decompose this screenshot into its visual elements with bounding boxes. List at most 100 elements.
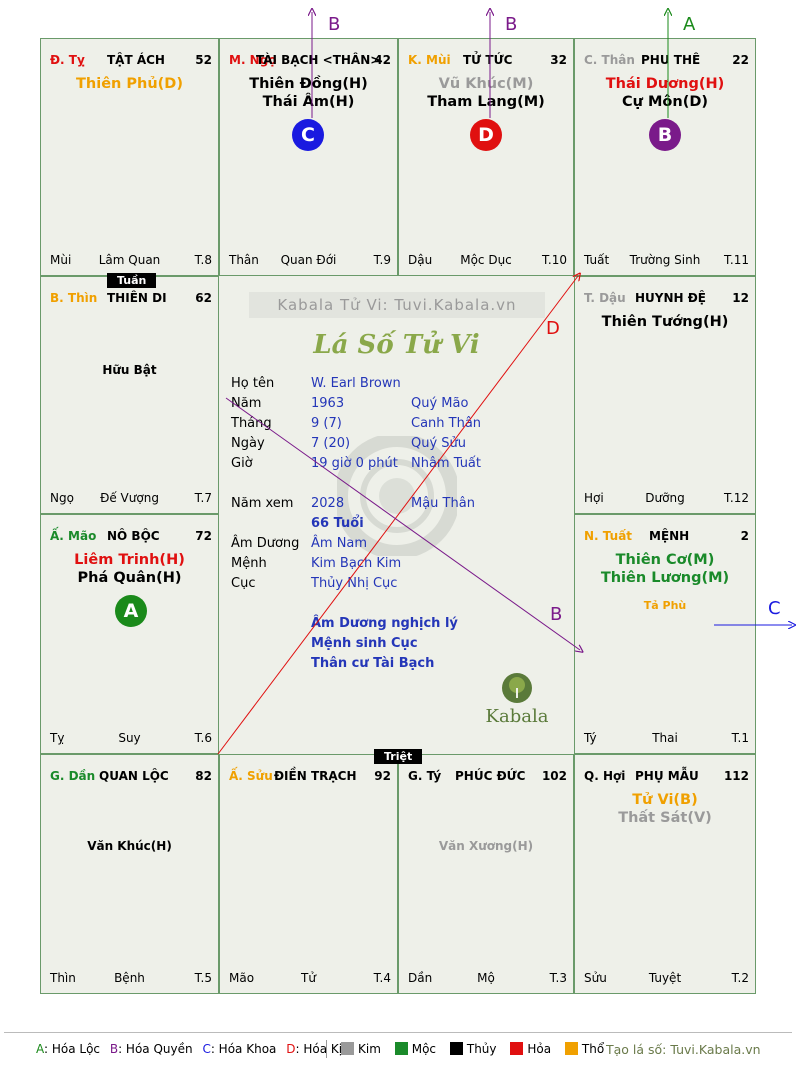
diagonal-red-label: D: [546, 318, 560, 339]
star: Tử Vi(B): [632, 792, 698, 808]
cell-bottom-center: Bệnh: [114, 971, 145, 985]
branch: Ấ. Mão: [50, 529, 97, 543]
main-stars: Liêm Trinh(H) Phá Quân(H): [41, 551, 218, 587]
kabala-tree-logo-icon: [502, 673, 532, 703]
info-value: 19 giờ 0 phút: [311, 456, 398, 471]
cell-bottom-right: T.8: [194, 253, 212, 267]
branch: Đ. Tỵ: [50, 53, 85, 67]
house-name: PHỤ MẪU: [635, 769, 699, 783]
branch: G. Tý: [408, 769, 442, 783]
info-value-2: Quý Mão: [411, 396, 469, 411]
cell-suu: Ấ. Sửu ĐIỀN TRẠCH 92 Mão Tử T.4: [219, 754, 398, 994]
house-name: TÀI BẠCH <THÂN>: [256, 53, 381, 67]
footer-divider: [4, 1032, 792, 1033]
tuan-tag: Tuần: [107, 273, 157, 288]
house-name: ĐIỀN TRẠCH: [274, 769, 357, 783]
cell-bottom-right: T.9: [373, 253, 391, 267]
diagonal-red: [217, 276, 578, 755]
cell-bottom-left: Mùi: [50, 253, 72, 267]
legend-text: : Hóa Khoa: [210, 1042, 277, 1056]
info-label: Tháng: [231, 416, 272, 431]
cell-bottom-left: Mão: [229, 971, 255, 985]
cell-tuat: N. Tuất MỆNH 2 Thiên Cơ(M) Thiên Lương(M…: [574, 514, 756, 754]
age-value: 66 Tuổi: [311, 516, 364, 531]
minor-star: Tả Phù: [643, 599, 687, 612]
legend-key: D: [286, 1042, 296, 1056]
cell-bottom-left: Hợi: [584, 491, 604, 505]
cell-bottom-right: T.11: [724, 253, 749, 267]
legend-key: B: [109, 1042, 119, 1056]
hoa-ki-circle: D: [470, 119, 502, 151]
legend-elements: Kim Mộc Thủy Hỏa Thổ: [341, 1042, 604, 1056]
info-value: W. Earl Brown: [311, 376, 401, 391]
house-number: 32: [550, 53, 567, 67]
arrow-top-2-label: B: [505, 14, 517, 35]
cell-bottom-center: Lâm Quan: [98, 253, 161, 267]
minor-star: Văn Khúc(H): [87, 839, 172, 853]
branch: Ấ. Sửu: [229, 769, 273, 783]
cell-than-top: C. Thân PHU THÊ 22 Thái Dương(H) Cự Môn(…: [574, 38, 756, 276]
arrow-right-label: C: [768, 598, 781, 619]
info-value: 1963: [311, 396, 345, 411]
cell-ty-bot: G. Tý PHÚC ĐỨC 102 Văn Xương(H) Dần Mộ T…: [398, 754, 574, 994]
cell-bottom-center: Mộc Dục: [460, 253, 512, 267]
house-number: 52: [195, 53, 212, 67]
star: Thiên Tướng(H): [601, 314, 729, 330]
cell-bottom-right: T.1: [731, 731, 749, 745]
cell-bottom-left: Ngọ: [50, 491, 74, 505]
cell-bottom-right: T.12: [724, 491, 749, 505]
star: Thiên Cơ(M): [615, 552, 715, 568]
arrow-top-1-label: B: [328, 14, 340, 35]
element-label: Thổ: [581, 1042, 605, 1056]
hoa-swatch: [510, 1042, 524, 1055]
cell-bottom-left: Dậu: [408, 253, 433, 267]
branch: K. Mùi: [408, 53, 451, 67]
kabala-logo-text: Kabala: [485, 706, 549, 727]
house-name: THIÊN DI: [107, 291, 167, 305]
cell-bottom-left: Tuất: [584, 253, 610, 267]
cell-bottom-right: T.7: [194, 491, 212, 505]
main-stars: Vũ Khúc(M) Tham Lang(M): [399, 75, 573, 111]
main-stars: Thiên Đồng(H) Thái Âm(H): [220, 75, 397, 111]
main-stars: Thái Dương(H) Cự Môn(D): [575, 75, 755, 111]
cell-bottom-center: Mộ: [477, 971, 495, 985]
info-label: Âm Dương: [231, 536, 300, 551]
house-name: HUYNH ĐỆ: [635, 291, 706, 305]
cell-bottom-center: Trường Sinh: [629, 253, 701, 267]
cell-bottom-center: Suy: [118, 731, 141, 745]
cell-bottom-right: T.6: [194, 731, 212, 745]
note: Âm Dương nghịch lý: [311, 616, 458, 631]
branch: N. Tuất: [584, 529, 633, 543]
star: Vũ Khúc(M): [438, 76, 534, 92]
branch: M. Ngọ: [229, 53, 277, 67]
info-label: Cục: [231, 576, 256, 591]
hoa-quyen-circle: B: [649, 119, 681, 151]
house-name: PHÚC ĐỨC: [455, 769, 526, 783]
house-name: PHU THÊ: [641, 53, 701, 67]
star: Phá Quân(H): [77, 570, 182, 586]
legend-key: A: [36, 1042, 44, 1056]
house-number: 112: [723, 769, 749, 783]
info-value-2: Nhâm Tuất: [411, 456, 481, 471]
star: Thái Dương(H): [605, 76, 725, 92]
house-number: 12: [732, 291, 749, 305]
cell-bottom-left: Tỵ: [50, 731, 65, 745]
legend-text: : Hóa Lộc: [44, 1042, 101, 1056]
minor-star: Hữu Bật: [102, 363, 157, 377]
branch: Q. Hợi: [584, 769, 626, 783]
cell-dan: G. Dần QUAN LỘC 82 Văn Khúc(H) Thìn Bệnh…: [40, 754, 219, 994]
info-value-2: Quý Sửu: [411, 436, 467, 451]
branch: G. Dần: [50, 769, 96, 783]
cell-dau: T. Dậu HUYNH ĐỆ 12 Thiên Tướng(H) Hợi Dư…: [574, 276, 756, 514]
cell-mui-top: K. Mùi TỬ TỨC 32 Vũ Khúc(M) Tham Lang(M)…: [398, 38, 574, 276]
house-number: 102: [541, 769, 567, 783]
hoa-khoa-circle: C: [292, 119, 324, 151]
cell-mao: Ấ. Mão NÔ BỘC 72 Liêm Trinh(H) Phá Quân(…: [40, 514, 219, 754]
site-link[interactable]: Tạo lá số: Tuvi.Kabala.vn: [606, 1042, 761, 1057]
main-stars: Thiên Cơ(M) Thiên Lương(M): [575, 551, 755, 587]
chart-title: Lá Số Tử Vi: [313, 330, 480, 360]
house-name: QUAN LỘC: [99, 769, 169, 783]
element-label: Mộc: [411, 1042, 437, 1056]
branch: C. Thân: [584, 53, 635, 67]
